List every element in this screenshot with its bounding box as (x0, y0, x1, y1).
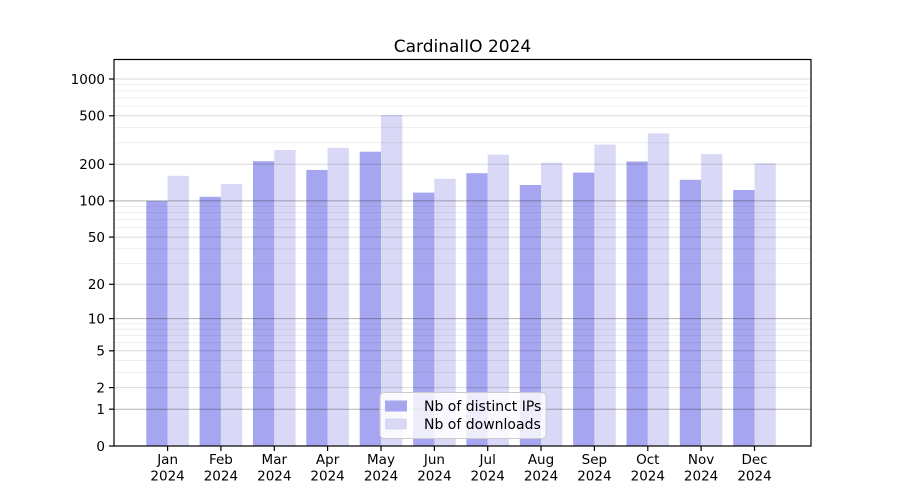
y-tick-label: 10 (88, 311, 105, 327)
y-tick-label: 0 (96, 439, 105, 455)
x-tick-label: Jun 2024 (417, 452, 451, 485)
x-tick-label: Jul 2024 (471, 452, 505, 485)
bars-layer (146, 115, 776, 447)
axes (113, 58, 812, 447)
legend-swatch-distinct-ips (385, 400, 407, 412)
x-tick-label: Sep 2024 (577, 452, 611, 485)
y-tick-label: 200 (79, 157, 105, 173)
x-tick-label: Mar 2024 (257, 452, 291, 485)
bar-distinct-ips (466, 173, 488, 446)
y-tick-label: 50 (88, 230, 105, 246)
bar-distinct-ips (626, 161, 648, 446)
bar-distinct-ips (306, 169, 328, 446)
x-tick-label: Dec 2024 (737, 452, 771, 485)
bar-downloads (381, 115, 403, 446)
bar-downloads (647, 133, 670, 447)
legend-label-downloads: Nb of downloads (424, 417, 541, 433)
legend: Nb of distinct IPs Nb of downloads (379, 392, 547, 439)
bar-distinct-ips (573, 172, 595, 446)
bar-distinct-ips (413, 192, 435, 446)
bar-downloads (594, 144, 616, 446)
bar-downloads (434, 178, 456, 447)
x-tick-label: Oct 2024 (631, 452, 665, 485)
bar-distinct-ips (679, 179, 702, 447)
bar-downloads (274, 150, 296, 446)
bar-downloads (487, 154, 509, 446)
bar-distinct-ips (519, 185, 542, 446)
bar-downloads (754, 163, 776, 446)
y-tick-label: 1 (96, 402, 105, 418)
y-tick-label: 20 (88, 277, 105, 293)
bar-downloads (167, 175, 189, 447)
legend-label-distinct-ips: Nb of distinct IPs (424, 399, 541, 415)
y-tick-label: 5 (96, 344, 105, 360)
bar-downloads (220, 183, 243, 446)
bar-distinct-ips (733, 190, 755, 446)
bar-downloads (701, 154, 723, 446)
bar-downloads (327, 147, 349, 447)
bar-distinct-ips (199, 196, 221, 446)
x-tick-label: May 2024 (364, 452, 398, 485)
bar-distinct-ips (146, 200, 168, 446)
x-tick-label: Feb 2024 (204, 452, 238, 485)
x-tick-label: Nov 2024 (684, 452, 718, 485)
bar-distinct-ips (359, 151, 381, 446)
x-tick-label: Aug 2024 (524, 452, 558, 485)
y-tick-label: 500 (79, 109, 105, 125)
y-tick-label: 1000 (71, 72, 105, 88)
gridlines (114, 78, 811, 410)
bar-distinct-ips (253, 161, 275, 446)
plot-border (113, 58, 812, 447)
legend-swatch-downloads (385, 418, 407, 430)
x-tick-label: Jan 2024 (150, 452, 184, 485)
y-tick-label: 100 (79, 194, 105, 210)
bar-downloads (541, 162, 563, 446)
y-tick-label: 2 (96, 380, 105, 396)
x-tick-label: Apr 2024 (310, 452, 344, 485)
chart-title: CardinalIO 2024 (394, 37, 531, 57)
legend-box (379, 392, 547, 439)
